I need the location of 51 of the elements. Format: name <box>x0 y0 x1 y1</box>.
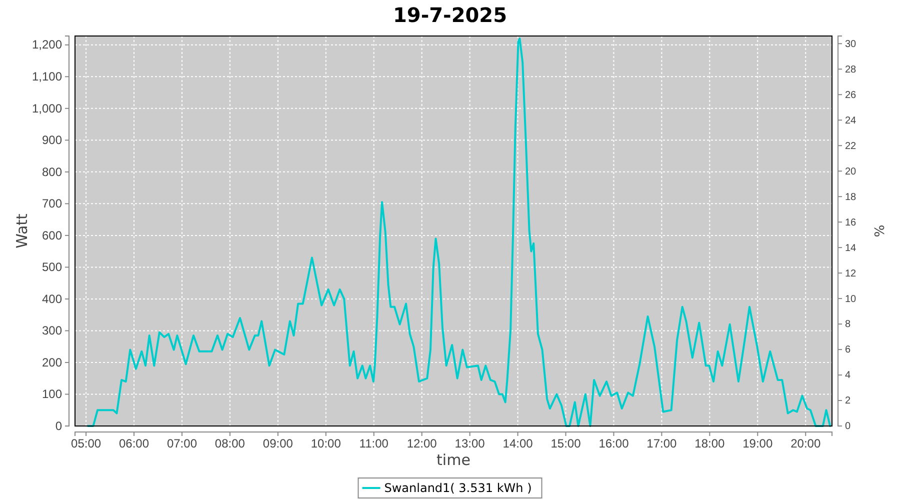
y2-tick-label: 10 <box>845 294 857 305</box>
y2-tick-label: 6 <box>845 344 851 356</box>
y-tick-label: 100 <box>42 387 62 402</box>
line-series <box>86 38 832 427</box>
x-tick-label: 20:00 <box>790 436 821 451</box>
x-tick-label: 13:00 <box>454 436 486 451</box>
y2-tick-label: 8 <box>845 319 851 330</box>
y-tick-label: 1,100 <box>32 69 62 84</box>
x-tick-label: 11:00 <box>359 436 389 451</box>
x-tick-label: 05:00 <box>71 436 102 451</box>
x-tick-label: 14:00 <box>502 436 534 451</box>
x-tick-label: 17:00 <box>646 436 678 451</box>
y-tick-label: 700 <box>42 196 62 211</box>
y-tick-label: 0 <box>55 418 62 433</box>
y2-tick-label: 26 <box>845 90 857 101</box>
x-tick-label: 18:00 <box>694 436 726 451</box>
x-tick-label: 07:00 <box>166 436 198 451</box>
y-tick-label: 800 <box>42 164 62 179</box>
y2-tick-label: 20 <box>845 166 857 178</box>
x-tick-label: 10:00 <box>310 436 342 451</box>
x-tick-label: 19:00 <box>742 436 773 451</box>
y2-tick-label: 24 <box>845 115 857 126</box>
x-tick-label: 06:00 <box>118 436 150 451</box>
x-tick-label: 16:00 <box>598 436 630 451</box>
y2-tick-label: 12 <box>845 268 857 280</box>
y2-tick-label: 0 <box>845 421 851 432</box>
y2-tick-label: 2 <box>845 396 851 407</box>
y2-axis-title: % <box>873 224 888 238</box>
y2-tick-label: 4 <box>845 370 851 382</box>
y2-tick-label: 30 <box>845 38 857 50</box>
y2-tick-label: 18 <box>845 192 857 203</box>
y-tick-label: 1,200 <box>32 38 62 52</box>
y-tick-label: 500 <box>42 260 62 274</box>
y-tick-label: 300 <box>42 324 62 338</box>
legend-label: Swanland1( 3.531 kWh ) <box>384 481 532 495</box>
x-tick-label: 08:00 <box>214 436 246 451</box>
y2-tick-label: 22 <box>845 140 857 152</box>
y-tick-label: 900 <box>42 133 62 148</box>
x-tick-label: 09:00 <box>262 436 294 451</box>
y-tick-label: 400 <box>42 292 62 306</box>
y2-tick-label: 14 <box>845 242 857 254</box>
x-tick-label: 12:00 <box>406 436 438 451</box>
y-tick-label: 1,000 <box>32 101 62 116</box>
x-axis-title: time <box>436 451 470 469</box>
chart-title: 19-7-2025 <box>392 3 508 27</box>
y2-tick-label: 28 <box>845 64 857 76</box>
y-tick-label: 600 <box>42 228 62 242</box>
y-axis-title: Watt <box>13 213 31 248</box>
x-tick-label: 15:00 <box>550 436 582 451</box>
y-tick-label: 200 <box>42 355 62 370</box>
y2-tick-label: 16 <box>845 217 857 228</box>
